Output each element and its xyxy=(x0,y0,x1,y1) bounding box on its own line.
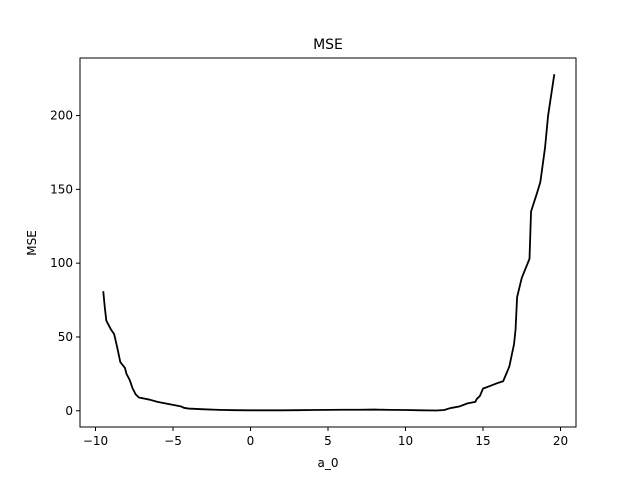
x-tick-label: 15 xyxy=(475,434,490,448)
y-tick-label: 150 xyxy=(50,182,73,196)
y-tick-label: 50 xyxy=(58,330,73,344)
mse-curve xyxy=(102,74,556,412)
y-tick-label: 200 xyxy=(50,109,73,123)
x-axis-label: a_0 xyxy=(318,456,339,470)
x-tick-label: −5 xyxy=(164,434,182,448)
y-axis-label: MSE xyxy=(25,230,39,256)
x-tick-label: 5 xyxy=(324,434,332,448)
x-tick-label: 20 xyxy=(553,434,568,448)
y-tick-label: 100 xyxy=(50,256,73,270)
x-tick-label: 0 xyxy=(247,434,255,448)
y-axis-ticks: 0 50 100 150 200 xyxy=(50,109,80,418)
y-tick-label: 0 xyxy=(65,404,73,418)
x-axis-ticks: −10 −5 0 5 10 15 20 xyxy=(83,427,568,448)
x-tick-label: 10 xyxy=(398,434,413,448)
x-tick-label: −10 xyxy=(83,434,108,448)
plot-area xyxy=(79,57,577,428)
chart-title: MSE xyxy=(313,37,343,53)
